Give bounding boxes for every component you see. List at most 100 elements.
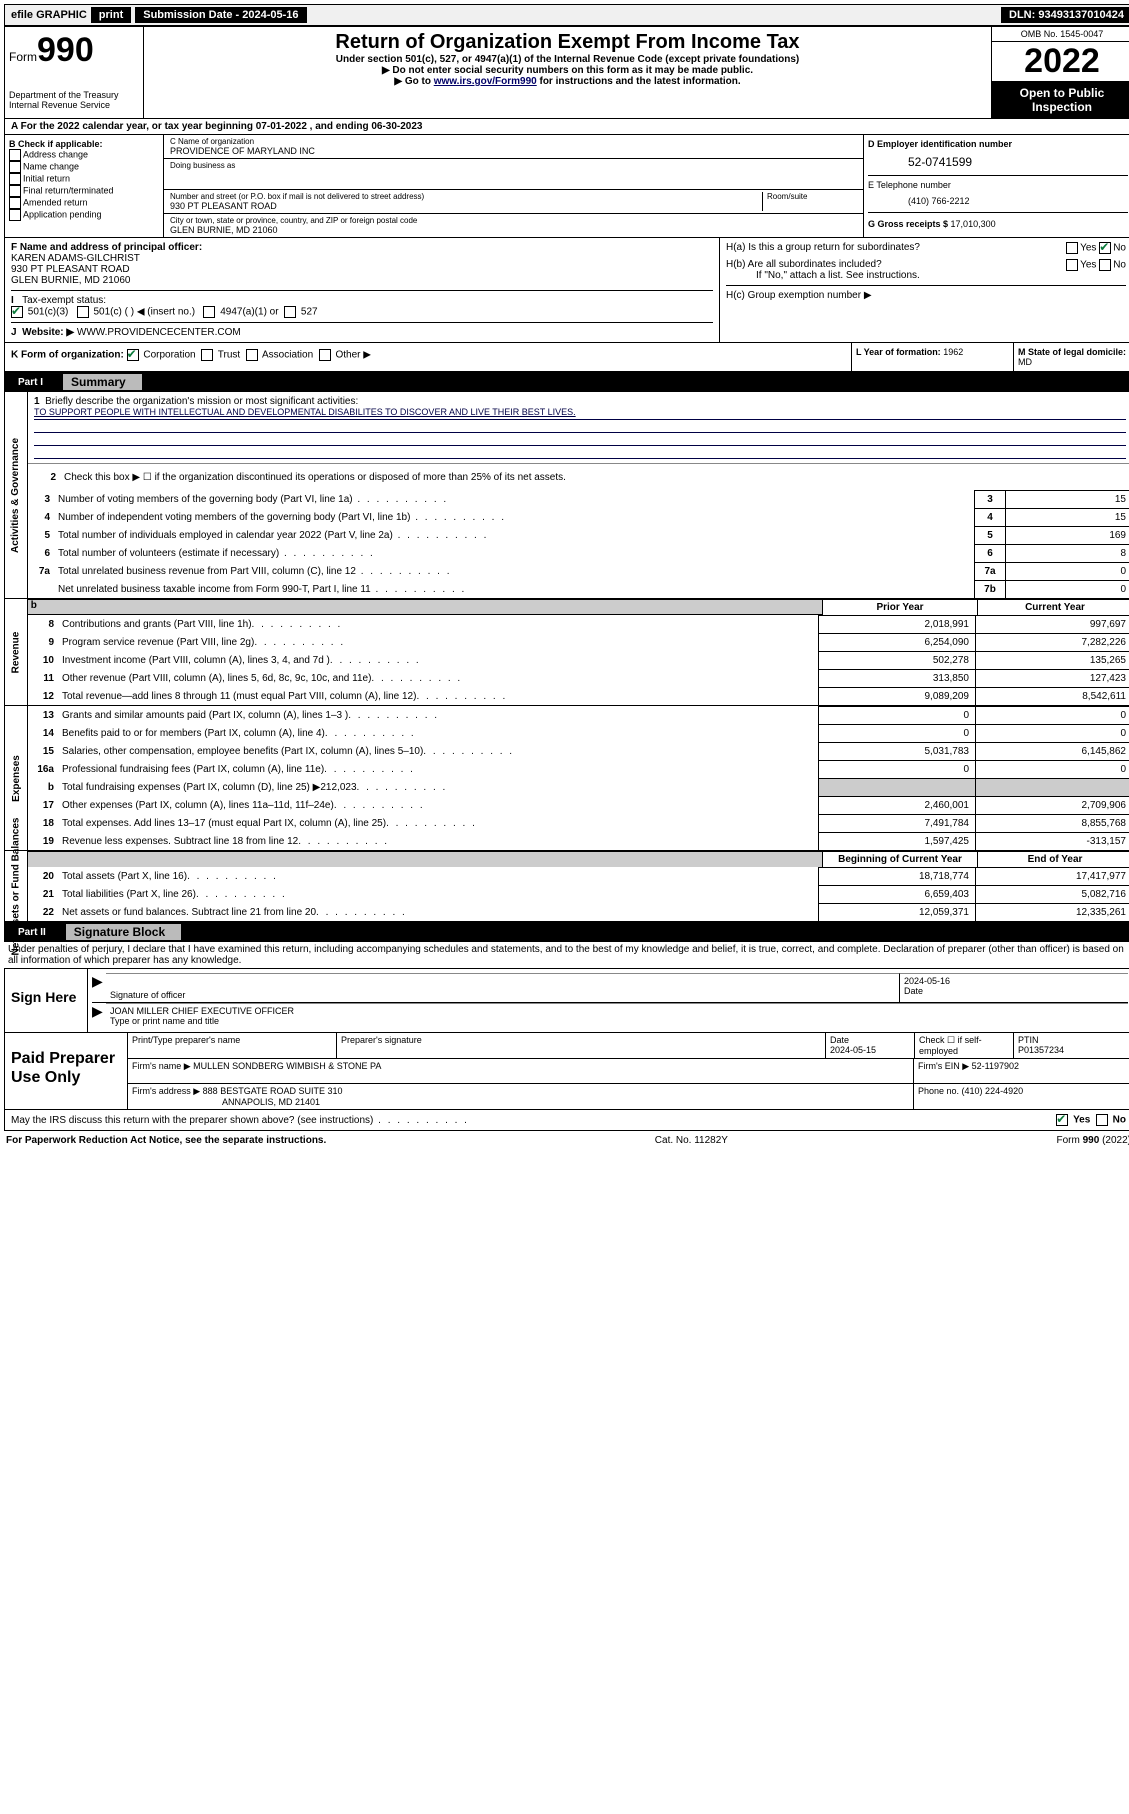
line-desc: Other expenses (Part IX, column (A), lin… (58, 796, 818, 814)
curr-val: 0 (975, 760, 1129, 778)
discuss-yes[interactable] (1056, 1114, 1068, 1126)
line-desc: Total assets (Part X, line 16) (58, 867, 818, 885)
prep-name-label: Print/Type preparer's name (132, 1035, 240, 1045)
ha-no[interactable] (1099, 242, 1111, 254)
line-num: 22 (28, 903, 58, 921)
line-num: 16a (28, 760, 58, 778)
hb-yes[interactable] (1066, 259, 1078, 271)
chk-4947[interactable] (203, 306, 215, 318)
curr-val: 0 (975, 706, 1129, 724)
line-num: 5 (28, 530, 54, 541)
irs-label: Internal Revenue Service (9, 100, 139, 110)
chk-other[interactable] (319, 349, 331, 361)
gross-receipts-label: G Gross receipts $ (868, 219, 951, 229)
firm-addr1: 888 BESTGATE ROAD SUITE 310 (203, 1086, 343, 1096)
part1-num: Part I (10, 377, 51, 388)
ha-label: H(a) Is this a group return for subordin… (726, 242, 920, 253)
l-value: 1962 (943, 347, 963, 357)
row-klm: K Form of organization: Corporation Trus… (4, 343, 1129, 372)
line-num: 9 (28, 633, 58, 651)
line-num: 18 (28, 814, 58, 832)
money-line: b Total fundraising expenses (Part IX, c… (28, 778, 1129, 796)
q2-text: Check this box ▶ ☐ if the organization d… (60, 472, 1126, 483)
sign-here-label: Sign Here (5, 969, 87, 1032)
print-button[interactable]: print (91, 7, 131, 23)
chk-name-change[interactable]: Name change (9, 161, 159, 173)
chk-label: Address change (23, 149, 88, 159)
arrow-icon: ▶ (92, 973, 106, 1002)
part1-title: Summary (63, 374, 142, 390)
chk-527[interactable] (284, 306, 296, 318)
begin-year-hdr: Beginning of Current Year (822, 852, 977, 867)
f-label: F Name and address of principal officer: (11, 242, 202, 253)
org-name-value: PROVIDENCE OF MARYLAND INC (170, 146, 857, 156)
line-num: 15 (28, 742, 58, 760)
line-box: 6 (974, 544, 1005, 562)
prep-row-1: Print/Type preparer's name Preparer's si… (128, 1033, 1129, 1059)
l-label: L Year of formation: (856, 347, 943, 357)
omb-number: OMB No. 1545-0047 (992, 27, 1129, 42)
line-num: 4 (28, 512, 54, 523)
chk-address-change[interactable]: Address change (9, 149, 159, 161)
sig-declaration: Under penalties of perjury, I declare th… (4, 942, 1129, 968)
website-label: Website: ▶ (22, 327, 74, 338)
chk-label: Final return/terminated (23, 185, 114, 195)
money-line: 20 Total assets (Part X, line 16) 18,718… (28, 867, 1129, 885)
line-desc: Professional fundraising fees (Part IX, … (58, 760, 818, 778)
chk-final-return[interactable]: Final return/terminated (9, 185, 159, 197)
line-desc: Grants and similar amounts paid (Part IX… (58, 706, 818, 724)
prior-val: 2,018,991 (818, 615, 975, 633)
chk-initial-return[interactable]: Initial return (9, 173, 159, 185)
footer-mid: Cat. No. 11282Y (655, 1135, 728, 1146)
prior-val: 5,031,783 (818, 742, 975, 760)
chk-label: Application pending (23, 209, 102, 219)
money-line: 19 Revenue less expenses. Subtract line … (28, 832, 1129, 850)
firm-ein-label: Firm's EIN ▶ (918, 1061, 969, 1071)
chk-assoc[interactable] (246, 349, 258, 361)
street-value: 930 PT PLEASANT ROAD (170, 201, 762, 211)
discuss-no[interactable] (1096, 1114, 1108, 1126)
gov-line: 3 Number of voting members of the govern… (28, 490, 1129, 508)
vlabel-gov-text: Activities & Governance (11, 437, 22, 552)
mission-blank1 (34, 420, 1126, 433)
chk-501c3[interactable] (11, 306, 23, 318)
chk-application-pending[interactable]: Application pending (9, 209, 159, 221)
money-line: 15 Salaries, other compensation, employe… (28, 742, 1129, 760)
part2-title: Signature Block (66, 924, 181, 940)
officer-printed-name: JOAN MILLER CHIEF EXECUTIVE OFFICER (110, 1006, 1124, 1016)
hb-note: If "No," attach a list. See instructions… (726, 270, 1126, 281)
line-desc: Total expenses. Add lines 13–17 (must eq… (58, 814, 818, 832)
chk-amended-return[interactable]: Amended return (9, 197, 159, 209)
no-label: No (1113, 1115, 1126, 1126)
vlabel-gov: Activities & Governance (5, 392, 28, 598)
sub3-post: for instructions and the latest informat… (537, 76, 741, 87)
city-box: City or town, state or province, country… (164, 214, 863, 237)
firm-name-label: Firm's name ▶ (132, 1061, 191, 1071)
instructions-link[interactable]: www.irs.gov/Form990 (434, 76, 537, 87)
chk-corp[interactable] (127, 349, 139, 361)
row-a: A For the 2022 calendar year, or tax yea… (4, 119, 1129, 135)
opt-527: 527 (301, 307, 318, 318)
gov-line: 6 Total number of volunteers (estimate i… (28, 544, 1129, 562)
money-line: 17 Other expenses (Part IX, column (A), … (28, 796, 1129, 814)
yes-label: Yes (1080, 260, 1096, 271)
ha-yes[interactable] (1066, 242, 1078, 254)
line-num: 7a (28, 566, 54, 577)
footer-right-pre: Form (1057, 1135, 1083, 1146)
chk-trust[interactable] (201, 349, 213, 361)
page-footer: For Paperwork Reduction Act Notice, see … (4, 1131, 1129, 1150)
sig-name-row: ▶ JOAN MILLER CHIEF EXECUTIVE OFFICER Ty… (92, 1003, 1128, 1028)
row-a-pre: A For the 2022 calendar year, or tax yea… (11, 121, 256, 132)
org-name-label: C Name of organization (170, 137, 857, 146)
line-num: 10 (28, 651, 58, 669)
period-end: 06-30-2023 (371, 121, 422, 132)
chk-501c[interactable] (77, 306, 89, 318)
city-label: City or town, state or province, country… (170, 216, 857, 225)
chk-label: Amended return (23, 197, 88, 207)
q1-label: Briefly describe the organization's miss… (45, 396, 358, 407)
line-desc: Net unrelated business taxable income fr… (54, 584, 974, 595)
firm-addr2: ANNAPOLIS, MD 21401 (132, 1097, 320, 1107)
prep-self-employed[interactable]: Check ☐ if self-employed (915, 1033, 1014, 1058)
opt-corp: Corporation (143, 350, 195, 361)
hb-no[interactable] (1099, 259, 1111, 271)
